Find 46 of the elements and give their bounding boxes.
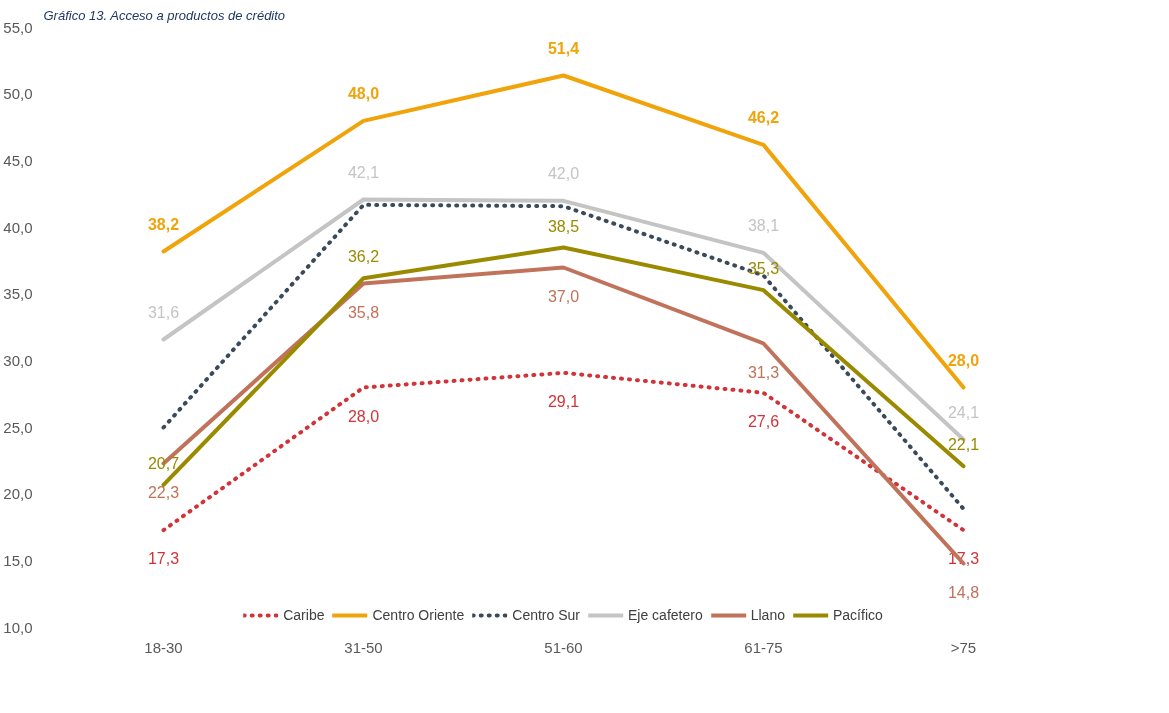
data-label: 14,8 — [947, 583, 980, 601]
data-label: 38,1 — [747, 216, 780, 234]
x-tick-label: 18-30 — [144, 638, 183, 656]
y-tick-label: 55,0 — [3, 18, 33, 36]
legend-label: Centro Sur — [512, 607, 580, 623]
data-label: 31,6 — [147, 303, 180, 321]
y-tick-label: 45,0 — [3, 151, 33, 169]
y-tick-label: 25,0 — [3, 418, 33, 436]
data-label: 48,0 — [347, 84, 380, 102]
y-tick-label: 35,0 — [3, 285, 33, 303]
y-tick-label: 40,0 — [3, 218, 33, 236]
data-label: 46,2 — [747, 108, 780, 126]
x-tick-label: 51-60 — [544, 638, 583, 656]
data-label: 24,1 — [947, 403, 980, 421]
x-tick-label: 31-50 — [344, 638, 383, 656]
data-label: 35,8 — [347, 303, 380, 321]
y-tick-label: 30,0 — [3, 351, 33, 369]
legend-label: Pacífico — [832, 607, 883, 623]
chart-title: Gráfico 13. Acceso a productos de crédito — [43, 7, 286, 23]
data-label: 22,1 — [947, 436, 980, 454]
data-label: 36,2 — [347, 248, 380, 266]
data-label: 35,3 — [747, 260, 780, 278]
legend-label: Centro Oriente — [372, 607, 465, 623]
x-tick-label: 61-75 — [744, 638, 783, 656]
data-label: 31,3 — [747, 363, 780, 381]
y-tick-label: 50,0 — [3, 85, 33, 103]
data-label: 42,1 — [347, 163, 380, 181]
data-label: 17,3 — [147, 550, 180, 568]
data-label: 38,5 — [547, 217, 580, 235]
data-label: 27,6 — [747, 412, 780, 430]
data-label: 22,3 — [147, 483, 180, 501]
legend-label: Caribe — [283, 607, 325, 623]
data-label: 20,7 — [147, 454, 180, 472]
y-tick-label: 20,0 — [3, 485, 33, 503]
data-label: 28,0 — [347, 407, 380, 425]
y-tick-label: 10,0 — [3, 618, 33, 636]
data-label: 29,1 — [547, 392, 580, 410]
y-tick-label: 15,0 — [3, 551, 33, 569]
data-label: 42,0 — [547, 164, 580, 182]
legend-label: Llano — [750, 607, 785, 623]
data-label: 37,0 — [547, 287, 580, 305]
x-tick-label: >75 — [950, 638, 977, 656]
data-label: 28,0 — [947, 351, 980, 369]
data-label: 38,2 — [147, 215, 180, 233]
legend-label: Eje cafetero — [627, 607, 703, 623]
data-label: 51,4 — [547, 39, 580, 57]
